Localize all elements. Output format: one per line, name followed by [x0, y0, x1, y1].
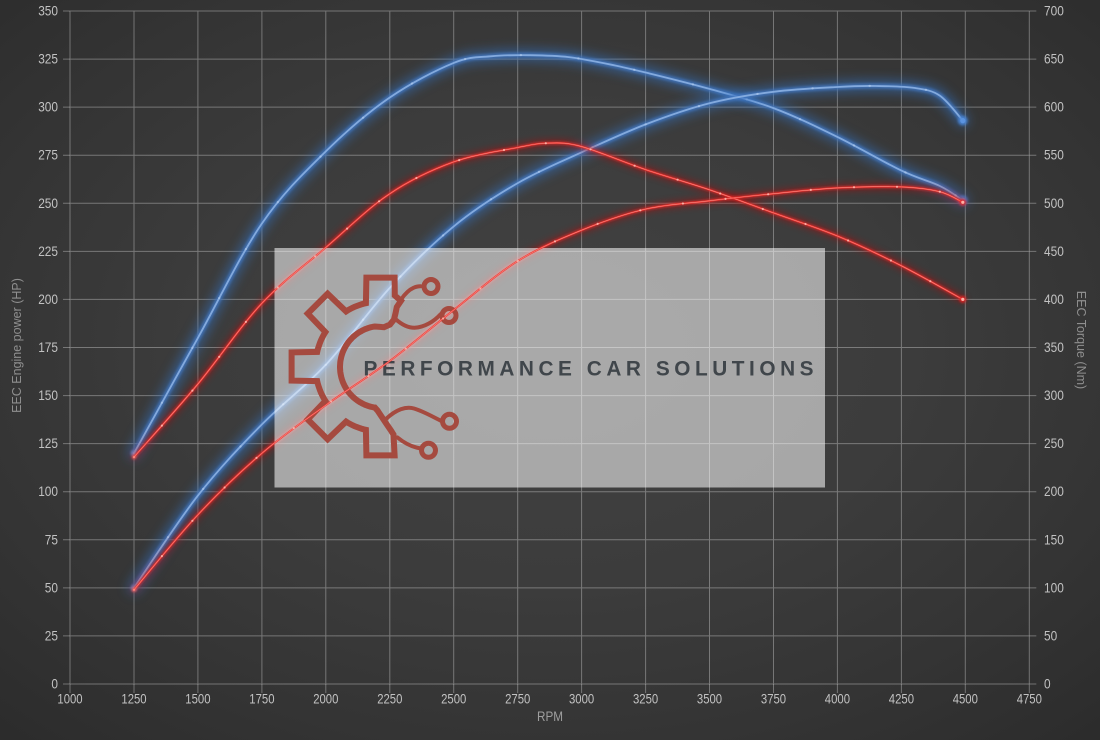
svg-text:PERFORMANCE CAR SOLUTIONS: PERFORMANCE CAR SOLUTIONS	[364, 358, 819, 381]
svg-text:225: 225	[38, 243, 58, 259]
svg-text:3750: 3750	[761, 691, 786, 707]
svg-text:4750: 4750	[1017, 691, 1042, 707]
svg-text:1750: 1750	[249, 691, 274, 707]
svg-text:200: 200	[1044, 483, 1064, 499]
svg-text:275: 275	[38, 147, 58, 163]
svg-text:100: 100	[38, 483, 58, 499]
svg-text:350: 350	[1044, 339, 1064, 355]
svg-text:50: 50	[1044, 627, 1057, 643]
svg-text:150: 150	[38, 387, 58, 403]
svg-text:2000: 2000	[313, 691, 338, 707]
svg-text:100: 100	[1044, 579, 1064, 595]
svg-text:350: 350	[38, 3, 58, 19]
svg-text:1500: 1500	[185, 691, 210, 707]
svg-text:3000: 3000	[569, 691, 594, 707]
svg-text:500: 500	[1044, 195, 1064, 211]
svg-text:300: 300	[38, 99, 58, 115]
svg-text:3250: 3250	[633, 691, 658, 707]
svg-text:600: 600	[1044, 99, 1064, 115]
svg-text:RPM: RPM	[537, 708, 563, 724]
svg-text:400: 400	[1044, 291, 1064, 307]
svg-text:175: 175	[38, 339, 58, 355]
svg-text:75: 75	[45, 531, 58, 547]
svg-text:2750: 2750	[505, 691, 530, 707]
svg-text:4250: 4250	[889, 691, 914, 707]
svg-text:250: 250	[38, 195, 58, 211]
svg-text:1250: 1250	[121, 691, 146, 707]
svg-text:EEC Torque (Nm): EEC Torque (Nm)	[1074, 291, 1088, 389]
svg-text:250: 250	[1044, 435, 1064, 451]
svg-text:0: 0	[51, 676, 58, 692]
svg-text:550: 550	[1044, 147, 1064, 163]
svg-text:125: 125	[38, 435, 58, 451]
svg-text:2250: 2250	[377, 691, 402, 707]
svg-text:4500: 4500	[953, 691, 978, 707]
svg-text:150: 150	[1044, 531, 1064, 547]
svg-text:650: 650	[1044, 51, 1064, 67]
svg-text:50: 50	[45, 579, 58, 595]
svg-text:300: 300	[1044, 387, 1064, 403]
svg-text:4000: 4000	[825, 691, 850, 707]
svg-text:325: 325	[38, 51, 58, 67]
svg-text:25: 25	[45, 627, 58, 643]
svg-text:700: 700	[1044, 3, 1064, 19]
svg-text:3500: 3500	[697, 691, 722, 707]
svg-text:EEC Engine power (HP): EEC Engine power (HP)	[10, 278, 24, 413]
svg-text:450: 450	[1044, 243, 1064, 259]
svg-text:0: 0	[1044, 676, 1051, 692]
svg-text:1000: 1000	[57, 691, 82, 707]
svg-text:200: 200	[38, 291, 58, 307]
svg-text:2500: 2500	[441, 691, 466, 707]
